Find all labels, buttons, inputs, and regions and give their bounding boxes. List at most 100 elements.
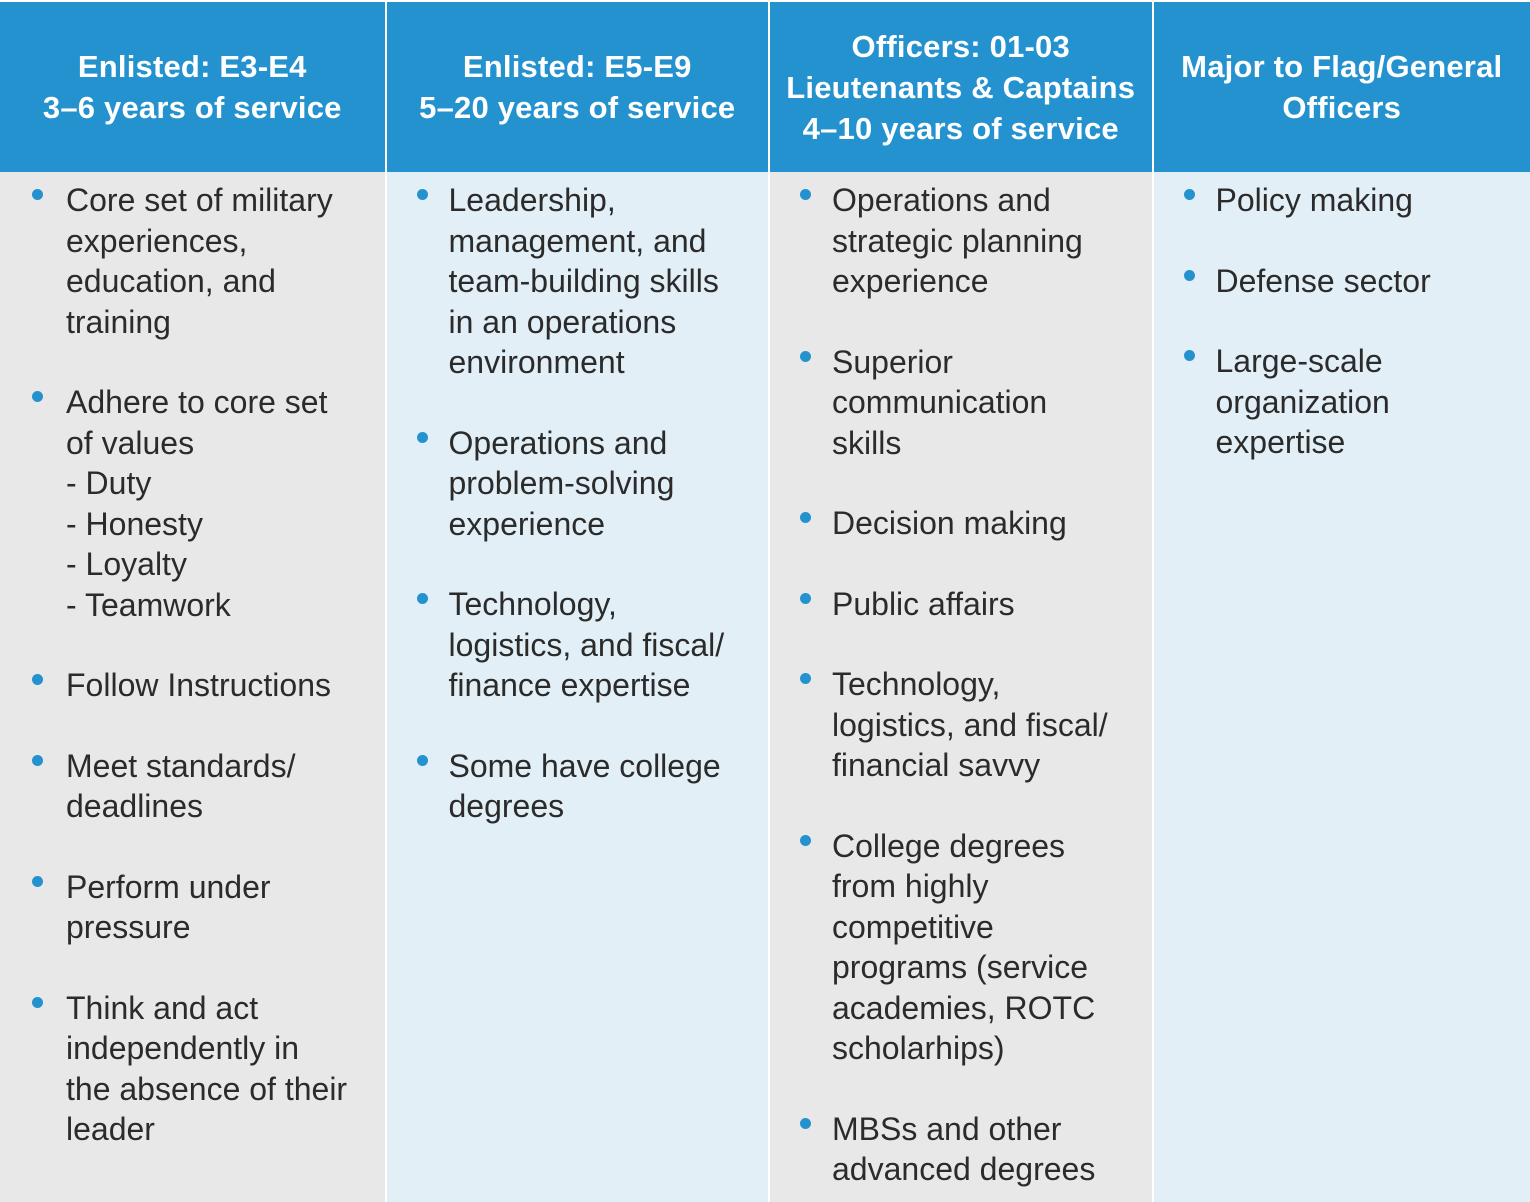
header-line: Enlisted: E3-E4 [77,49,307,84]
bullet-dot-icon [416,593,428,604]
bullet-dot-icon [32,189,43,200]
list-item-line: scholarhips) [832,1030,1005,1066]
column-enlisted-e3-e4: Enlisted: E3-E4 3–6 years of service Core… [0,0,385,1202]
list-item-line: competitive [832,908,994,945]
list-item-line: Operations and [448,424,668,461]
list-item-line: experience [448,505,606,542]
list-item-line: advanced degrees [832,1151,1096,1187]
list-item-line: skills [832,424,902,461]
list-item: Follow Instructions [0,665,385,706]
bullet-dot-icon [1183,189,1195,200]
list-item-line: academies, ROTC [832,989,1096,1026]
list-item-line: expertise [1215,424,1346,460]
list-item-line: Adhere to core set [66,384,328,420]
bullet-dot-icon [416,431,428,443]
list-item-line: of values [66,424,195,461]
header-line: Officers: 01-03 [851,28,1070,64]
list-item-line: - Duty [66,465,152,501]
bullet-dot-icon [800,1117,811,1129]
bullet-dot-icon [800,673,811,684]
column-body: Core set of military experiences, educatio… [0,172,385,1150]
list-item: Leadership, management, and team-building … [387,180,769,383]
list-item-line: experiences, [66,222,248,259]
column-header: Officers: 01-03 Lieutenants & Captains 4–1… [770,0,1152,172]
header-line: Officers [1282,90,1402,125]
column-body: Operations and strategic planning experien… [770,172,1152,1190]
list-item-text: Policy making [1216,180,1521,221]
list-item-line: problem-solving [448,465,675,501]
list-item-line: logistics, and fiscal/ [448,626,725,663]
list-item: Large-scale organization expertise [1154,341,1530,463]
list-item-text: Some have college degrees [449,746,759,827]
list-item-line: deadlines [66,788,203,824]
list-item-text: College degrees from highly competitive pro… [832,826,1142,1069]
column-officers-01-03: Officers: 01-03 Lieutenants & Captains 4–1… [770,0,1152,1202]
list-item-text: Technology, logistics, and fiscal/financi… [832,664,1142,786]
list-item-line: team-building skills [448,263,719,299]
list-item-line: communication [832,384,1048,420]
list-item-text: Core set of military experiences, educatio… [66,180,375,342]
header-line: 4–10 years of service [802,110,1119,146]
list-item-line: logistics, and fiscal/ [832,706,1108,743]
list-item-line: from highly [832,868,989,904]
list-item-line: Large-scale [1215,343,1383,379]
list-item-line: management, and [448,222,707,259]
list-item-line: Some have college [448,747,721,784]
list-item-line: Leadership, [448,182,616,218]
list-item-line: Operations and [832,182,1051,218]
bullet-dot-icon [416,189,428,200]
list-item-text: Technology, logistics, and fiscal/finance… [449,584,759,706]
list-item-line: programs (service [832,949,1089,985]
list-item-text: Superior communication skills [832,342,1142,464]
list-item-line: - Honesty [66,505,203,542]
bullet-dot-icon [32,391,43,402]
list-item: Superior communication skills [770,342,1152,464]
list-item-line: experience [832,263,989,299]
list-item-line: strategic planning [832,222,1083,259]
header-line: Enlisted: E5-E9 [462,49,692,84]
header-line: 5–20 years of service [419,90,736,125]
list-item-line: College degrees [832,827,1066,864]
bullet-dot-icon [416,754,428,766]
list-item: Technology, logistics, and fiscal/financi… [770,664,1152,786]
bullet-dot-icon [32,754,43,766]
list-item-line: degrees [448,788,565,824]
list-item-line: - Loyalty [66,546,187,582]
list-item-line: finance expertise [448,667,691,703]
list-item-line: in an operations [448,303,677,340]
bullet-dot-icon [1183,350,1195,361]
list-item-line: the absence of their [66,1070,348,1107]
bullet-dot-icon [800,350,811,362]
list-item: MBSs and other advanced degrees [770,1109,1152,1190]
list-item-text: Operations and problem-solving experience [449,423,759,545]
list-item-text: Defense sector [1216,261,1521,302]
list-item-line: organization [1215,383,1390,420]
bullet-dot-icon [800,189,811,200]
list-item: Decision making [770,503,1152,544]
column-header-text: Enlisted: E3-E4 3–6 years of service [43,46,342,128]
column-body: Leadership, management, and team-building … [387,172,769,827]
list-item-line: Technology, [448,586,617,622]
list-item-line: Decision making [832,505,1067,541]
list-item: Operations and strategic planning experien… [770,180,1152,302]
column-body: Policy making Defense sector Large-scale or… [1154,172,1530,463]
column-header: Enlisted: E5-E9 5–20 years of service [386,0,768,172]
list-item-line: Meet standards/ [66,747,296,784]
column-enlisted-e5-e9: Enlisted: E5-E9 5–20 years of service Lea… [386,0,769,1202]
column-header-text: Major to Flag/General Officers [1181,46,1502,128]
list-item-line: Superior [832,343,953,380]
list-item: Core set of military experiences, educatio… [0,180,385,342]
bullet-dot-icon [32,996,43,1008]
list-item: Some have college degrees [387,746,769,827]
column-header-text: Enlisted: E5-E9 5–20 years of service [419,46,735,128]
header-line: Major to Flag/General [1181,49,1503,84]
header-line: Lieutenants & Captains [786,69,1136,105]
header-line: 3–6 years of service [42,90,342,125]
list-item: Technology, logistics, and fiscal/finance… [387,584,769,706]
column-major-to-flag-general: Major to Flag/General Officers Policy mak… [1153,0,1530,1202]
list-item-line: independently in [66,1030,300,1066]
list-item-line: Policy making [1215,182,1413,218]
bullet-dot-icon [32,674,43,685]
list-item-text: Adhere to core set of values - Duty - Hones… [66,382,375,625]
